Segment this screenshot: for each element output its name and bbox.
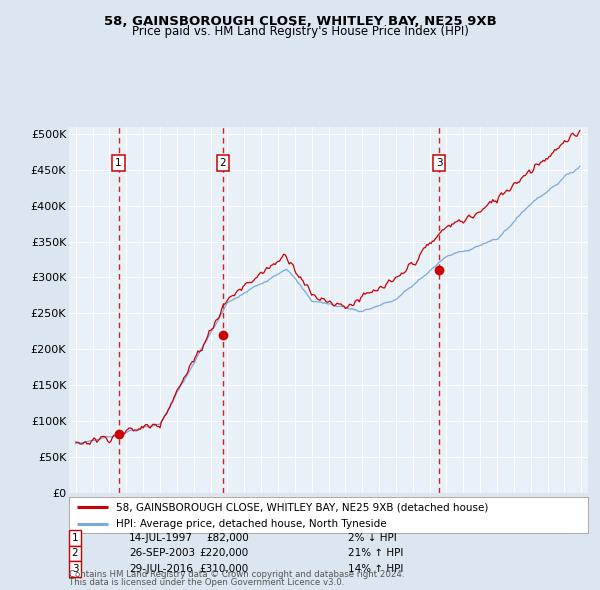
Text: Price paid vs. HM Land Registry's House Price Index (HPI): Price paid vs. HM Land Registry's House … — [131, 25, 469, 38]
Text: £82,000: £82,000 — [206, 533, 249, 543]
Text: 2: 2 — [71, 549, 79, 558]
Text: 58, GAINSBOROUGH CLOSE, WHITLEY BAY, NE25 9XB: 58, GAINSBOROUGH CLOSE, WHITLEY BAY, NE2… — [104, 15, 496, 28]
Text: 14-JUL-1997: 14-JUL-1997 — [129, 533, 193, 543]
Text: This data is licensed under the Open Government Licence v3.0.: This data is licensed under the Open Gov… — [69, 578, 344, 587]
Text: 2% ↓ HPI: 2% ↓ HPI — [348, 533, 397, 543]
Text: 3: 3 — [436, 158, 443, 168]
Text: HPI: Average price, detached house, North Tyneside: HPI: Average price, detached house, Nort… — [116, 519, 386, 529]
Text: 1: 1 — [71, 533, 79, 543]
Text: Contains HM Land Registry data © Crown copyright and database right 2024.: Contains HM Land Registry data © Crown c… — [69, 571, 404, 579]
Text: 1: 1 — [115, 158, 122, 168]
Text: 58, GAINSBOROUGH CLOSE, WHITLEY BAY, NE25 9XB (detached house): 58, GAINSBOROUGH CLOSE, WHITLEY BAY, NE2… — [116, 502, 488, 512]
Text: 14% ↑ HPI: 14% ↑ HPI — [348, 564, 403, 573]
Text: £220,000: £220,000 — [200, 549, 249, 558]
Text: 29-JUL-2016: 29-JUL-2016 — [129, 564, 193, 573]
Text: 2: 2 — [220, 158, 226, 168]
Text: 3: 3 — [71, 564, 79, 573]
Text: 21% ↑ HPI: 21% ↑ HPI — [348, 549, 403, 558]
Text: 26-SEP-2003: 26-SEP-2003 — [129, 549, 195, 558]
Text: £310,000: £310,000 — [200, 564, 249, 573]
